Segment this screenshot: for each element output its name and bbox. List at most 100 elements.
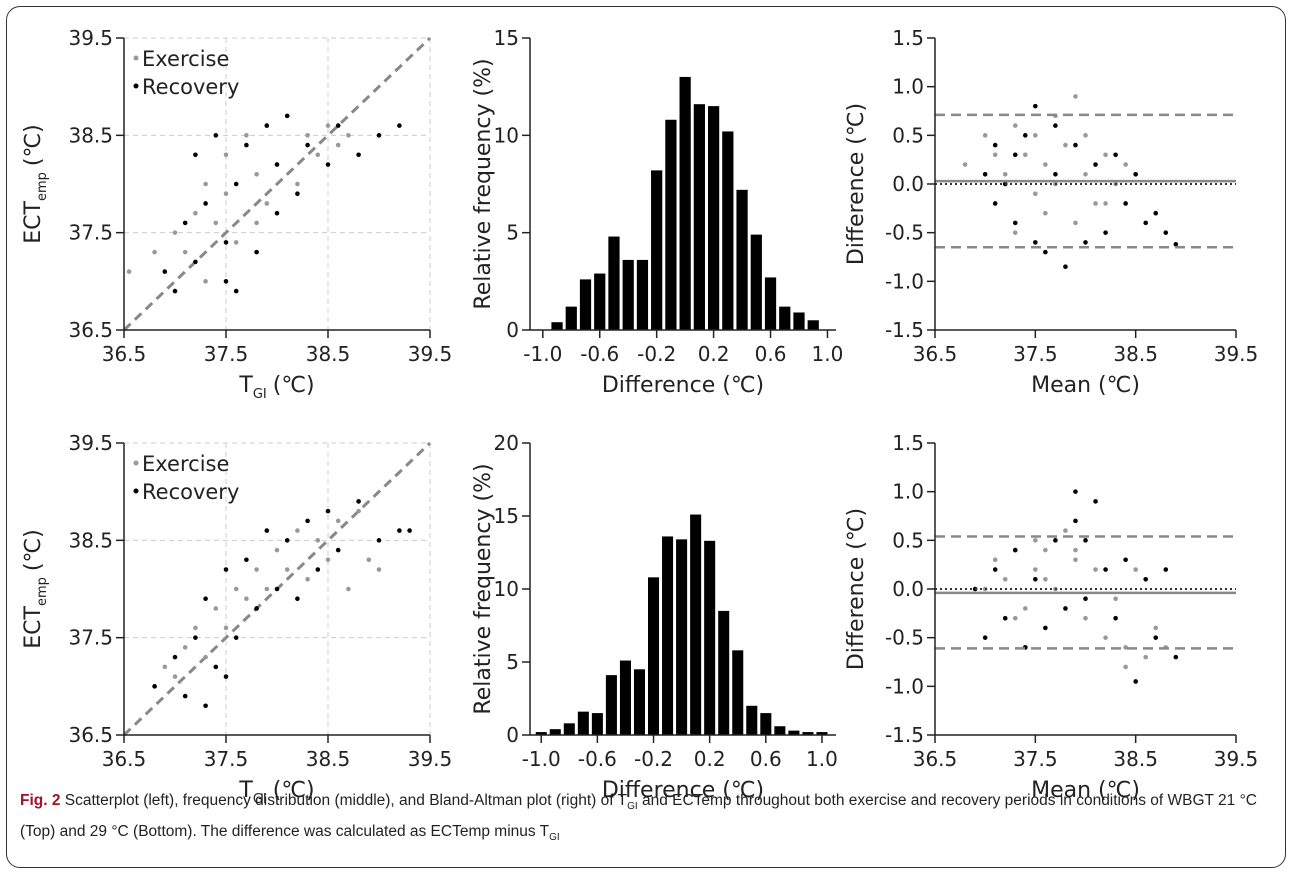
point: [1143, 576, 1148, 582]
point: [1173, 242, 1179, 247]
y-tick-label: 20: [494, 431, 519, 455]
bar: [802, 732, 814, 735]
point: [1073, 94, 1078, 99]
point: [126, 269, 132, 274]
caption-text: and ECTemp throughout both exercise and …: [20, 792, 1257, 841]
point: [244, 142, 249, 148]
point: [376, 567, 382, 572]
point: [1023, 606, 1028, 611]
point: [1033, 538, 1038, 543]
point: [1002, 615, 1008, 621]
bar: [633, 669, 646, 735]
x-tick-label: -0.2: [637, 342, 676, 366]
point: [1033, 191, 1038, 197]
point: [203, 201, 208, 206]
bar: [707, 106, 720, 330]
frame: [6, 6, 1286, 868]
y-tick-label: 15: [494, 504, 519, 528]
y-axis-label: ECTemp (℃): [21, 529, 50, 649]
point: [233, 181, 239, 187]
bar: [662, 536, 674, 735]
bar: [651, 170, 663, 330]
point: [274, 162, 280, 167]
bar: [807, 320, 819, 330]
bar: [563, 723, 575, 735]
point: [223, 191, 229, 197]
y-axis-label-unit: (℃): [21, 124, 46, 166]
y-tick-label: -1.0: [885, 269, 924, 293]
bar: [591, 713, 603, 735]
point: [356, 499, 361, 504]
y-tick-label: -0.5: [885, 626, 924, 650]
point: [1073, 518, 1078, 524]
point: [1083, 240, 1088, 245]
bar: [648, 577, 660, 735]
point: [992, 567, 998, 572]
point: [1033, 240, 1038, 245]
point: [366, 557, 372, 563]
x-tick-label: 38.5: [1113, 747, 1158, 771]
bar: [722, 131, 734, 330]
bar: [549, 729, 561, 735]
y-tick-label: 1.5: [892, 26, 924, 50]
bar: [788, 730, 800, 735]
x-tick-label: 0.6: [755, 342, 787, 366]
y-tick-label: 37.5: [68, 221, 113, 245]
point: [1143, 654, 1148, 660]
y-tick-label: -1.5: [885, 318, 924, 342]
point: [356, 508, 361, 514]
point: [254, 171, 259, 177]
x-axis-label: Difference (℃): [602, 373, 764, 398]
point: [223, 674, 229, 679]
legend-label: Recovery: [142, 75, 239, 99]
point: [233, 240, 239, 245]
y-tick-label: 36.5: [68, 318, 113, 342]
x-tick-label: 37.5: [204, 342, 249, 366]
y-tick-label: 36.5: [68, 723, 113, 747]
point: [162, 664, 168, 670]
point: [254, 249, 259, 255]
point: [1093, 201, 1098, 206]
point: [1083, 615, 1088, 621]
x-axis-label-main: T: [238, 778, 253, 803]
point: [193, 259, 198, 265]
point: [1123, 664, 1128, 670]
bar: [679, 76, 691, 330]
point: [1023, 133, 1028, 138]
point: [223, 152, 229, 158]
point: [1012, 220, 1018, 226]
point: [1012, 547, 1018, 553]
point: [233, 586, 239, 592]
point: [1053, 123, 1058, 128]
caption-sub: GI: [627, 801, 638, 813]
y-tick-label: 0: [506, 318, 519, 342]
point: [1123, 201, 1128, 206]
point: [264, 528, 270, 533]
point: [1053, 171, 1058, 177]
point: [172, 288, 178, 294]
y-tick-label: 10: [494, 123, 519, 147]
point: [1012, 230, 1018, 235]
legend-marker: [133, 83, 139, 89]
x-axis-label-unit: (℃): [273, 778, 315, 803]
bar: [760, 713, 772, 735]
bar: [579, 279, 592, 330]
point: [1153, 625, 1159, 631]
point: [325, 123, 331, 128]
point: [325, 162, 331, 167]
point: [1002, 576, 1008, 582]
point: [193, 635, 198, 640]
y-axis-label-sub: emp: [35, 577, 50, 606]
x-axis-label-sub: GI: [253, 387, 267, 402]
y-axis-label: Relative frequency (%): [471, 58, 496, 309]
bar: [750, 234, 762, 330]
bar: [551, 322, 563, 330]
x-tick-label: 38.5: [306, 747, 351, 771]
point: [992, 557, 998, 563]
point: [1083, 133, 1088, 138]
point: [1123, 645, 1128, 650]
point: [315, 567, 321, 572]
point: [1063, 264, 1068, 270]
